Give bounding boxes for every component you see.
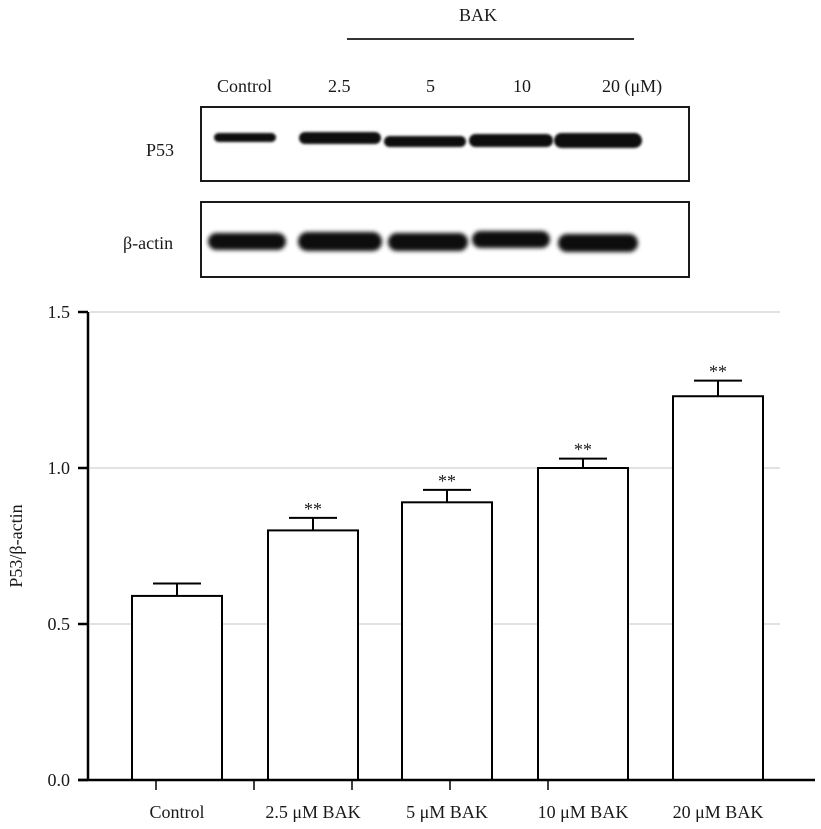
treatment-bracket-line [347, 38, 634, 40]
bars: ** ** ** ** [131, 362, 764, 782]
beta-actin-band-20 [558, 234, 638, 252]
lane-label-5: 5 [426, 76, 435, 96]
bar-2 [401, 501, 493, 781]
lane-label-20: 20 (μM) [602, 76, 663, 96]
x-label-2-5-um-bak: 2.5 μM BAK [265, 802, 360, 822]
row-label-beta-actin: β-actin [123, 233, 174, 253]
y-tick-0-5: 0.5 [48, 614, 71, 634]
bar-3 [537, 467, 629, 781]
p53-band-20 [554, 133, 642, 148]
x-axis-ticks [155, 781, 549, 790]
y-axis-label: P53/β-actin [6, 504, 26, 587]
significance-marker-4: ** [709, 362, 727, 382]
significance-marker-3: ** [574, 440, 592, 460]
y-tick-labels: 1.5 1.0 0.5 0.0 [48, 302, 71, 790]
p53-band-control [214, 133, 276, 142]
lane-label-2-5: 2.5 [328, 76, 351, 96]
bar-1 [267, 529, 359, 782]
y-tick-0-0: 0.0 [48, 770, 71, 790]
row-label-p53: P53 [146, 140, 175, 160]
x-label-control: Control [149, 802, 204, 822]
beta-actin-band-5 [388, 233, 468, 251]
x-label-10-um-bak: 10 μM BAK [538, 802, 629, 822]
x-label-20-um-bak: 20 μM BAK [673, 802, 764, 822]
bar-4 [672, 395, 764, 781]
beta-actin-band-control [208, 233, 286, 250]
treatment-label: BAK [459, 5, 498, 25]
bar-0 [131, 594, 223, 781]
y-tick-1-5: 1.5 [48, 302, 71, 322]
lane-label-10: 10 [513, 76, 531, 96]
p53-band-10 [469, 134, 553, 147]
p53-band-2-5 [299, 132, 381, 144]
lane-label-control: Control [217, 76, 273, 96]
significance-marker-2: ** [438, 471, 456, 491]
significance-marker-1: ** [304, 499, 322, 519]
x-label-5-um-bak: 5 μM BAK [406, 802, 488, 822]
beta-actin-blot-panel [200, 201, 690, 278]
beta-actin-band-2-5 [298, 232, 382, 251]
y-axis [78, 310, 90, 782]
beta-actin-band-10 [472, 231, 550, 248]
x-tick-labels: Control 2.5 μM BAK 5 μM BAK 10 μM BAK 20… [149, 802, 763, 822]
y-tick-1-0: 1.0 [48, 458, 71, 478]
p53-band-5 [384, 136, 466, 147]
p53-blot-panel [200, 106, 690, 182]
